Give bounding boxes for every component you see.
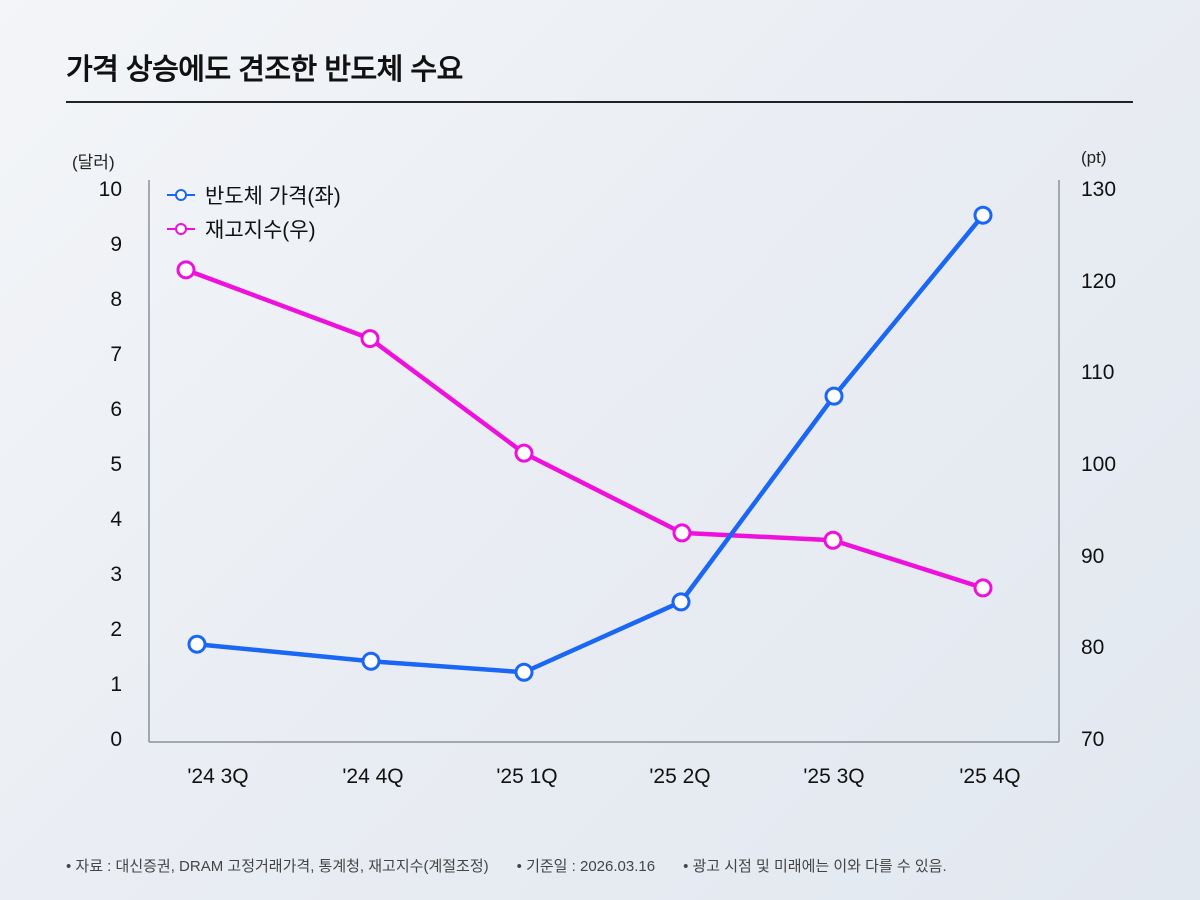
x-tick-label: '25 3Q	[803, 765, 865, 788]
right-tick-label: 80	[1081, 636, 1105, 660]
left-tick-label: 4	[110, 508, 122, 531]
x-tick-label: '24 4Q	[342, 765, 404, 788]
data-point-marker	[187, 634, 207, 654]
data-point-marker	[360, 329, 380, 349]
data-point-marker	[361, 651, 381, 671]
right-tick-label: 70	[1081, 728, 1105, 751]
legend-label: 반도체 가격(좌)	[205, 185, 341, 208]
left-tick-label: 3	[110, 563, 122, 586]
data-point-marker	[514, 662, 534, 682]
legend-label: 재고지수(우)	[205, 219, 316, 242]
data-point-marker	[672, 523, 692, 543]
data-point-marker	[824, 386, 844, 406]
legend-marker-magenta-icon	[167, 223, 195, 235]
series-line	[185, 267, 984, 591]
right-tick-label: 90	[1081, 544, 1105, 568]
footer-notes: • 자료 : 대신증권, DRAM 고정거래가격, 통계청, 재고지수(계절조정…	[66, 855, 975, 876]
data-point-marker	[671, 592, 691, 612]
left-tick-label: 9	[110, 233, 122, 256]
left-tick-label: 6	[110, 398, 122, 421]
left-tick-label: 7	[110, 343, 122, 366]
left-tick-label: 1	[110, 673, 122, 696]
legend-item-inventory: 재고지수(우)	[167, 212, 341, 246]
left-tick-label: 2	[110, 618, 122, 641]
series-line	[196, 213, 985, 675]
right-tick-label: 130	[1081, 178, 1117, 201]
x-tick-label: '24 3Q	[187, 765, 249, 788]
title-divider	[66, 101, 1133, 103]
left-axis-unit: (달러)	[72, 153, 115, 172]
x-tick-label: '25 4Q	[959, 765, 1021, 788]
right-axis-unit: (pt)	[1081, 148, 1107, 167]
data-point-marker	[176, 260, 196, 280]
right-tick-label: 120	[1081, 269, 1117, 293]
right-tick-label: 110	[1081, 361, 1115, 385]
left-tick-label: 10	[98, 178, 122, 201]
left-tick-label: 0	[110, 728, 122, 751]
footer-date: • 기준일 : 2026.03.16	[516, 858, 656, 875]
chart-title: 가격 상승에도 견조한 반도체 수요	[66, 54, 463, 86]
left-tick-label: 5	[110, 453, 122, 476]
legend: 반도체 가격(좌) 재고지수(우)	[167, 178, 341, 246]
legend-item-price: 반도체 가격(좌)	[167, 178, 341, 212]
footer-disclaimer: • 광고 시점 및 미래에는 이와 다를 수 있음.	[683, 858, 947, 875]
data-point-marker	[514, 443, 534, 463]
left-tick-label: 8	[110, 288, 122, 311]
footer-source: • 자료 : 대신증권, DRAM 고정거래가격, 통계청, 재고지수(계절조정…	[66, 858, 489, 875]
x-tick-label: '25 2Q	[649, 765, 711, 788]
right-tick-label: 100	[1081, 453, 1117, 476]
series-layer	[176, 205, 993, 682]
data-point-marker	[973, 578, 993, 598]
data-point-marker	[973, 205, 993, 225]
legend-marker-blue-icon	[167, 189, 195, 201]
data-point-marker	[823, 530, 843, 550]
x-tick-label: '25 1Q	[496, 765, 558, 788]
